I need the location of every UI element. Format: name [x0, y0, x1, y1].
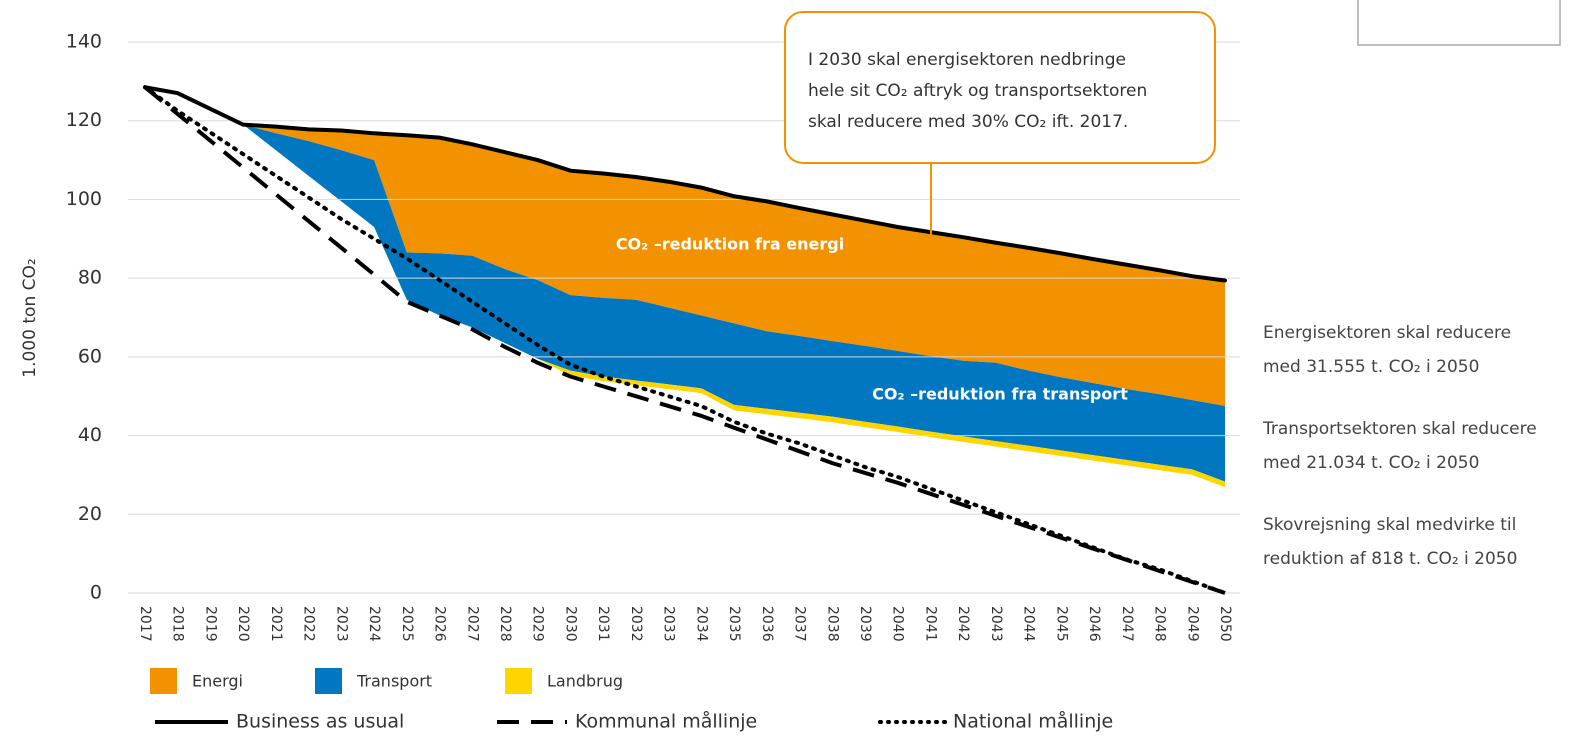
x-tick-label: 2033 [661, 606, 677, 642]
y-axis-label: 1.000 ton CO₂ [20, 258, 40, 377]
x-tick-label: 2049 [1184, 606, 1200, 642]
x-tick-label: 2026 [432, 606, 448, 642]
x-tick-label: 2040 [890, 606, 906, 642]
line [143, 85, 1227, 283]
x-tick-label: 2039 [857, 606, 873, 642]
side-note: Transportsektoren skal reducere [1262, 419, 1537, 439]
line [143, 85, 1227, 595]
x-tick-label: 2048 [1152, 606, 1168, 642]
legend-label: Landbrug [547, 672, 623, 691]
legend-swatch [315, 668, 342, 694]
x-tick-label: 2022 [301, 606, 317, 642]
x-tick-label: 2017 [137, 606, 153, 642]
y-tick-label: 20 [78, 503, 102, 525]
cropped-box [1357, 0, 1561, 46]
area [145, 87, 1225, 482]
x-tick-label: 2018 [170, 606, 186, 642]
y-tick-label: 100 [66, 188, 102, 210]
y-tick-label: 0 [90, 582, 102, 604]
legend-swatch [505, 668, 532, 694]
side-note: Skovrejsning skal medvirke til [1263, 515, 1516, 535]
x-tick-label: 2034 [693, 606, 709, 642]
x-tick-label: 2046 [1086, 606, 1102, 642]
x-tick-label: 2047 [1119, 606, 1135, 642]
y-tick-label: 120 [66, 109, 102, 131]
x-tick-label: 2031 [595, 606, 611, 642]
x-tick-label: 2032 [628, 606, 644, 642]
x-tick-label: 2043 [988, 606, 1004, 642]
x-tick-label: 2020 [235, 606, 251, 642]
x-tick-label: 2025 [399, 606, 415, 642]
legend-label: Business as usual [236, 711, 404, 733]
x-tick-label: 2027 [464, 606, 480, 642]
x-tick-label: 2045 [1053, 606, 1069, 642]
legend-label: National mållinje [953, 710, 1113, 733]
x-tick-label: 2019 [202, 606, 218, 642]
x-tick-label: 2024 [366, 606, 382, 642]
x-tick-label: 2036 [759, 606, 775, 642]
x-tick-label: 2042 [955, 606, 971, 642]
area [145, 87, 1225, 407]
legend-label: Energi [192, 672, 243, 691]
y-tick-label: 140 [66, 31, 102, 53]
x-tick-label: 2023 [333, 606, 349, 642]
callout-text: hele sit CO₂ aftryk og transportsektoren [808, 81, 1147, 101]
callout-text: I 2030 skal energisektoren nedbringe [808, 50, 1126, 70]
side-note: reduktion af 818 t. CO₂ i 2050 [1263, 549, 1517, 569]
area-label: CO₂ –reduktion fra energi [616, 235, 844, 254]
legend-label: Transport [356, 672, 432, 691]
y-tick-label: 40 [78, 424, 102, 446]
callout-text: skal reducere med 30% CO₂ ift. 2017. [808, 112, 1128, 132]
y-tick-label: 80 [78, 267, 102, 289]
x-tick-label: 2029 [530, 606, 546, 642]
x-tick-label: 2037 [792, 606, 808, 642]
legend-label: Kommunal mållinje [575, 710, 757, 733]
x-tick-label: 2030 [562, 606, 578, 642]
side-note: Energisektoren skal reducere [1263, 323, 1511, 343]
x-tick-label: 2021 [268, 606, 284, 642]
side-note: med 21.034 t. CO₂ i 2050 [1263, 453, 1479, 473]
callout-box [784, 11, 1216, 164]
side-note: med 31.555 t. CO₂ i 2050 [1263, 357, 1479, 377]
x-tick-label: 2038 [824, 606, 840, 642]
legend-swatch [150, 668, 177, 694]
area-label: CO₂ –reduktion fra transport [872, 385, 1128, 404]
x-tick-label: 2028 [497, 606, 513, 642]
x-tick-label: 2041 [922, 606, 938, 642]
x-tick-label: 2035 [726, 606, 742, 642]
y-tick-label: 60 [78, 345, 102, 367]
x-tick-label: 2044 [1021, 606, 1037, 642]
x-tick-label: 2050 [1217, 606, 1233, 642]
